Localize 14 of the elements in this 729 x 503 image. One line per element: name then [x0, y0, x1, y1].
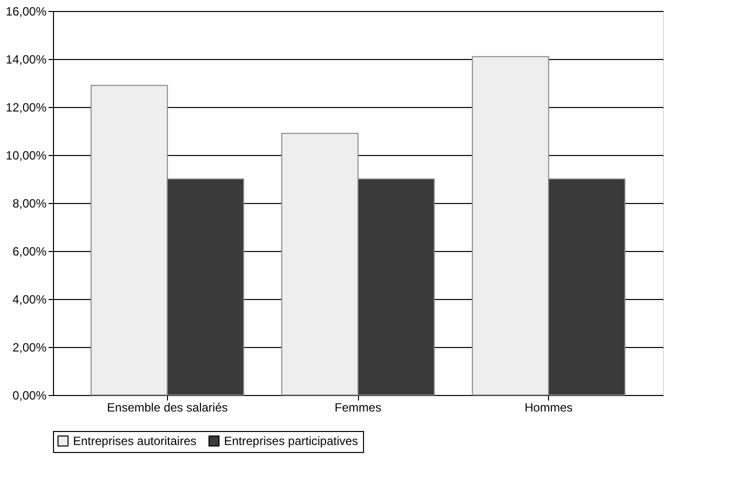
y-tick-label: 10,00%	[6, 148, 47, 162]
y-tick-label: 12,00%	[6, 100, 47, 114]
y-tick-label: 14,00%	[6, 52, 47, 66]
y-tick-label: 0,00%	[12, 388, 47, 402]
x-tick-label: Femmes	[334, 400, 382, 414]
y-tick-label: 16,00%	[6, 4, 47, 18]
y-tick-label: 2,00%	[12, 340, 47, 354]
legend-label: Entreprises participatives	[224, 434, 358, 448]
y-tick-label: 6,00%	[12, 244, 47, 258]
y-tick-label: 4,00%	[12, 292, 47, 306]
legend-label: Entreprises autoritaires	[73, 434, 196, 448]
x-tick-label: Hommes	[524, 400, 573, 414]
y-tick-label: 8,00%	[12, 196, 47, 210]
x-tick-label: Ensemble des salariés	[107, 400, 228, 414]
